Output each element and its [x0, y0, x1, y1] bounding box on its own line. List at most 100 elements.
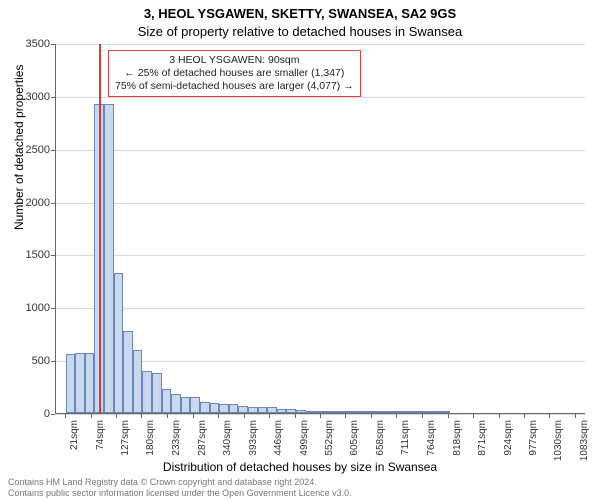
xtick-label: 127sqm [120, 420, 131, 480]
annotation-line1: 3 HEOL YSGAWEN: 90sqm [115, 54, 354, 67]
xtick-mark [549, 414, 550, 418]
ytick-mark [51, 414, 55, 415]
histogram-bar [344, 411, 354, 413]
xtick-mark [218, 414, 219, 418]
ytick-mark [51, 361, 55, 362]
histogram-bar [315, 411, 325, 413]
xtick-label: 818sqm [452, 420, 463, 480]
ytick-label: 3000 [10, 91, 50, 103]
histogram-bar [430, 411, 440, 413]
histogram-bar [238, 406, 248, 413]
xtick-label: 977sqm [528, 420, 539, 480]
histogram-bar [402, 411, 412, 413]
histogram-bar [133, 350, 143, 413]
ytick-mark [51, 308, 55, 309]
xtick-mark [116, 414, 117, 418]
histogram-bar [181, 397, 191, 413]
xtick-label: 658sqm [375, 420, 386, 480]
ytick-label: 3500 [10, 38, 50, 50]
histogram-bar [200, 402, 210, 413]
ytick-label: 0 [10, 408, 50, 420]
ytick-label: 1500 [10, 249, 50, 261]
xtick-label: 764sqm [426, 420, 437, 480]
xtick-mark [320, 414, 321, 418]
xtick-mark [65, 414, 66, 418]
xtick-label: 21sqm [69, 420, 80, 480]
histogram-bar [210, 403, 220, 413]
gridline [56, 203, 585, 204]
histogram-bar [286, 409, 296, 413]
histogram-bar [306, 411, 316, 413]
xtick-mark [499, 414, 500, 418]
xtick-mark [422, 414, 423, 418]
histogram-bar [248, 407, 258, 413]
ytick-label: 2000 [10, 197, 50, 209]
histogram-bar [277, 409, 287, 413]
histogram-bar [123, 331, 133, 413]
xtick-label: 287sqm [197, 420, 208, 480]
gridline [56, 44, 585, 45]
gridline [56, 255, 585, 256]
xtick-mark [295, 414, 296, 418]
footer: Contains HM Land Registry data © Crown c… [8, 477, 352, 498]
xtick-label: 924sqm [503, 420, 514, 480]
xtick-mark [396, 414, 397, 418]
xtick-label: 446sqm [273, 420, 284, 480]
ytick-label: 500 [10, 355, 50, 367]
histogram-bar [373, 411, 383, 413]
histogram-bar [325, 411, 335, 413]
chart-container: 3, HEOL YSGAWEN, SKETTY, SWANSEA, SA2 9G… [0, 0, 600, 500]
plot-area [55, 44, 585, 414]
histogram-bar [363, 411, 373, 413]
ytick-mark [51, 203, 55, 204]
histogram-bar [392, 411, 402, 413]
xtick-mark [575, 414, 576, 418]
xtick-mark [244, 414, 245, 418]
histogram-bar [267, 407, 277, 413]
xtick-mark [91, 414, 92, 418]
xtick-mark [473, 414, 474, 418]
xtick-label: 180sqm [145, 420, 156, 480]
title-line1: 3, HEOL YSGAWEN, SKETTY, SWANSEA, SA2 9G… [0, 6, 600, 21]
histogram-bar [334, 411, 344, 413]
annotation-box: 3 HEOL YSGAWEN: 90sqm ← 25% of detached … [108, 50, 361, 97]
histogram-bar [114, 273, 124, 413]
histogram-bar [162, 389, 172, 413]
histogram-bar [258, 407, 268, 413]
histogram-bar [142, 371, 152, 413]
xtick-mark [345, 414, 346, 418]
xtick-mark [371, 414, 372, 418]
histogram-bar [219, 404, 229, 414]
ytick-mark [51, 150, 55, 151]
ytick-label: 2500 [10, 144, 50, 156]
histogram-bar [85, 353, 95, 413]
histogram-bar [229, 404, 239, 414]
marker-line [99, 44, 101, 413]
gridline [56, 150, 585, 151]
histogram-bar [75, 353, 85, 413]
histogram-bar [296, 410, 306, 413]
gridline [56, 308, 585, 309]
xtick-mark [269, 414, 270, 418]
histogram-bar [421, 411, 431, 413]
ytick-label: 1000 [10, 302, 50, 314]
xtick-label: 711sqm [400, 420, 411, 480]
footer-line2: Contains public sector information licen… [8, 488, 352, 498]
histogram-bar [171, 394, 181, 413]
xtick-label: 1030sqm [553, 420, 564, 480]
xtick-label: 605sqm [349, 420, 360, 480]
xtick-mark [524, 414, 525, 418]
xtick-label: 1083sqm [579, 420, 590, 480]
annotation-line2: ← 25% of detached houses are smaller (1,… [115, 67, 354, 80]
xtick-mark [167, 414, 168, 418]
histogram-bar [440, 411, 450, 413]
ytick-mark [51, 255, 55, 256]
xtick-label: 74sqm [95, 420, 106, 480]
xtick-label: 552sqm [324, 420, 335, 480]
xtick-label: 499sqm [299, 420, 310, 480]
histogram-bar [190, 397, 200, 413]
title-line2: Size of property relative to detached ho… [0, 24, 600, 39]
xtick-mark [448, 414, 449, 418]
histogram-bar [152, 373, 162, 413]
histogram-bar [66, 354, 76, 413]
